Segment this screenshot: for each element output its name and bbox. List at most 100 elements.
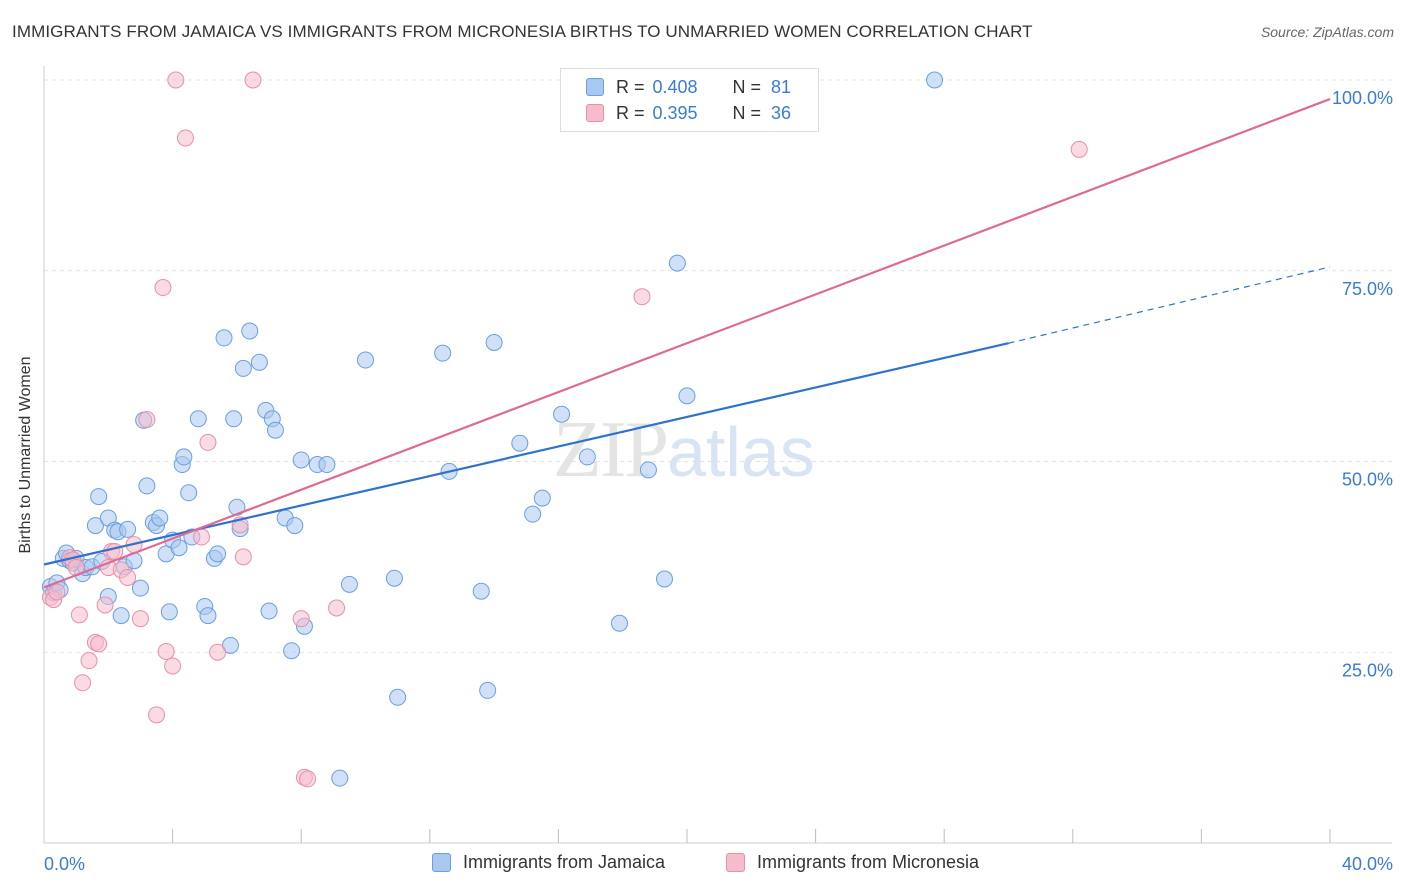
- micronesia-point: [299, 770, 317, 788]
- micronesia-point: [199, 433, 217, 451]
- jamaica-point: [151, 509, 169, 527]
- jamaica-point: [170, 539, 188, 557]
- watermark-atlas: atlas: [667, 413, 815, 491]
- jamaica-point: [926, 71, 944, 89]
- micronesia-point: [138, 411, 156, 429]
- jamaica-point: [266, 421, 284, 439]
- micronesia-point: [176, 129, 194, 147]
- jamaica-point: [340, 575, 358, 593]
- micronesia-point: [119, 568, 137, 586]
- micronesia-point: [96, 596, 114, 614]
- jamaica-point: [119, 520, 137, 538]
- micronesia-point: [234, 548, 252, 566]
- jamaica-point: [318, 456, 336, 474]
- jamaica-point: [678, 387, 696, 405]
- jamaica-point: [283, 642, 301, 660]
- y-tick-label: 25.0%: [1342, 660, 1393, 680]
- jamaica-trend-line: [43, 342, 1009, 566]
- micronesia-point: [148, 706, 166, 724]
- micronesia-point: [80, 652, 98, 670]
- jamaica-point: [209, 545, 227, 563]
- legend-label-micronesia: Immigrants from Micronesia: [757, 852, 980, 872]
- source-label: Source: ZipAtlas.com: [1260, 24, 1394, 40]
- micronesia-point: [48, 583, 66, 601]
- micronesia-point: [328, 599, 346, 617]
- legend-r-label: R =: [616, 102, 645, 123]
- watermark-zip: ZIP: [553, 406, 669, 494]
- series-legend: Immigrants from Jamaica Immigrants from …: [0, 852, 1406, 876]
- jamaica-point: [175, 448, 193, 466]
- micronesia-point: [164, 657, 182, 675]
- jamaica-point: [90, 488, 108, 506]
- jamaica-point: [479, 681, 497, 699]
- correlation-legend: R = 0.408 N = 81 R = 0.395 N = 36: [560, 68, 819, 132]
- micronesia-point: [1070, 140, 1088, 158]
- jamaica-point: [234, 359, 252, 377]
- watermark: ZIPatlas: [553, 405, 815, 496]
- jamaica-point: [524, 505, 542, 523]
- legend-row-micronesia: R = 0.395 N = 36: [586, 101, 791, 125]
- jamaica-point: [160, 603, 178, 621]
- jamaica-point: [655, 570, 673, 588]
- micronesia-point: [292, 610, 310, 628]
- chart-title: IMMIGRANTS FROM JAMAICA VS IMMIGRANTS FR…: [12, 22, 1033, 41]
- jamaica-point: [511, 434, 529, 452]
- jamaica-point: [180, 484, 198, 502]
- jamaica-swatch: [586, 78, 604, 96]
- jamaica-point: [357, 351, 374, 369]
- jamaica-trend-extension: [1008, 266, 1331, 344]
- jamaica-point: [225, 410, 243, 428]
- legend-item-jamaica[interactable]: Immigrants from Jamaica: [432, 852, 665, 873]
- jamaica-point: [610, 614, 628, 632]
- jamaica-point: [86, 517, 104, 535]
- jamaica-point: [578, 448, 596, 466]
- legend-n-value: 81: [771, 76, 792, 97]
- y-tick-label: 50.0%: [1342, 470, 1393, 490]
- micronesia-point: [154, 279, 172, 297]
- y-tick-label: 75.0%: [1342, 279, 1393, 299]
- micronesia-point: [167, 71, 185, 89]
- micronesia-point: [633, 288, 651, 306]
- jamaica-point: [331, 769, 349, 787]
- micronesia-point: [193, 528, 211, 546]
- jamaica-point: [138, 477, 156, 495]
- legend-n-label: N =: [732, 102, 762, 123]
- jamaica-legend-swatch: [432, 853, 451, 872]
- jamaica-point: [472, 582, 490, 600]
- legend-r-label: R =: [616, 76, 645, 97]
- x-tick-label: 40.0%: [1342, 854, 1393, 874]
- x-tick-label: 0.0%: [44, 854, 85, 874]
- jamaica-point: [199, 607, 217, 625]
- legend-r-value: 0.408: [652, 76, 698, 97]
- jamaica-point: [286, 517, 304, 535]
- micronesia-point: [131, 610, 149, 628]
- jamaica-point: [112, 607, 130, 625]
- jamaica-point: [485, 333, 503, 351]
- jamaica-point: [250, 353, 268, 371]
- micronesia-point: [74, 674, 92, 692]
- jamaica-point: [668, 254, 686, 272]
- jamaica-point: [385, 569, 403, 587]
- jamaica-point: [533, 489, 551, 507]
- micronesia-point: [90, 635, 108, 653]
- micronesia-point: [209, 643, 227, 661]
- micronesia-point: [70, 606, 88, 624]
- jamaica-point: [292, 451, 310, 469]
- legend-item-micronesia[interactable]: Immigrants from Micronesia: [726, 852, 979, 873]
- jamaica-point: [260, 602, 278, 620]
- micronesia-point: [157, 642, 175, 660]
- micronesia-trend-line: [43, 98, 1331, 589]
- micronesia-legend-swatch: [726, 853, 745, 872]
- jamaica-point: [131, 579, 149, 597]
- jamaica-point: [553, 405, 571, 423]
- jamaica-point: [389, 688, 407, 706]
- legend-n-label: N =: [732, 76, 762, 97]
- y-tick-label: 100.0%: [1332, 88, 1393, 108]
- jamaica-point: [434, 344, 452, 362]
- micronesia-point: [244, 71, 262, 89]
- jamaica-point: [215, 329, 233, 347]
- legend-r-value: 0.395: [652, 102, 698, 123]
- legend-row-jamaica: R = 0.408 N = 81: [586, 75, 791, 99]
- jamaica-point: [241, 322, 259, 340]
